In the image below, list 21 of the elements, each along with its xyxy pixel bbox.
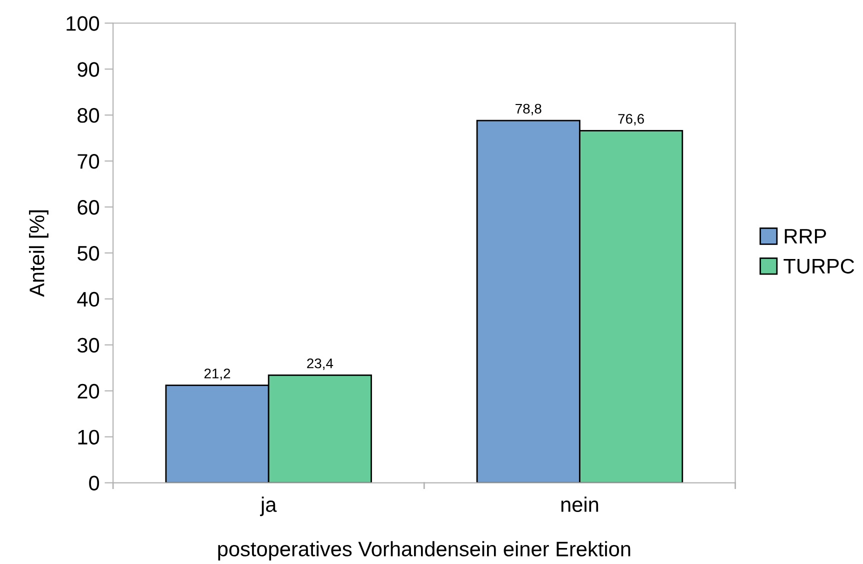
y-tick-label: 30 bbox=[77, 338, 100, 353]
data-label: 23,4 bbox=[307, 358, 334, 370]
y-axis-title: Anteil [%] bbox=[29, 210, 48, 297]
x-tick-label: nein bbox=[561, 496, 598, 512]
y-tick-label: 60 bbox=[78, 200, 100, 215]
y-tick-label: 0 bbox=[89, 476, 100, 491]
x-axis-title: postoperatives Vorhandensein einer Erektion bbox=[218, 541, 630, 561]
y-tick-label: 50 bbox=[78, 246, 100, 261]
y-tick-label: 100 bbox=[66, 16, 100, 31]
legend-label: TURPC bbox=[784, 258, 854, 274]
y-tick-label: 80 bbox=[78, 108, 100, 123]
legend-label: RRP bbox=[784, 229, 826, 244]
data-label: 76,6 bbox=[618, 114, 644, 126]
y-tick-label: 20 bbox=[78, 384, 100, 399]
y-tick-label: 70 bbox=[78, 154, 100, 169]
data-label: 78,8 bbox=[516, 104, 542, 116]
y-tick-label: 40 bbox=[77, 292, 100, 307]
y-tick-label: 10 bbox=[78, 430, 100, 445]
data-label: 21,2 bbox=[204, 368, 230, 380]
x-tick-label: ja bbox=[260, 496, 277, 516]
y-tick-label: 90 bbox=[78, 62, 100, 77]
